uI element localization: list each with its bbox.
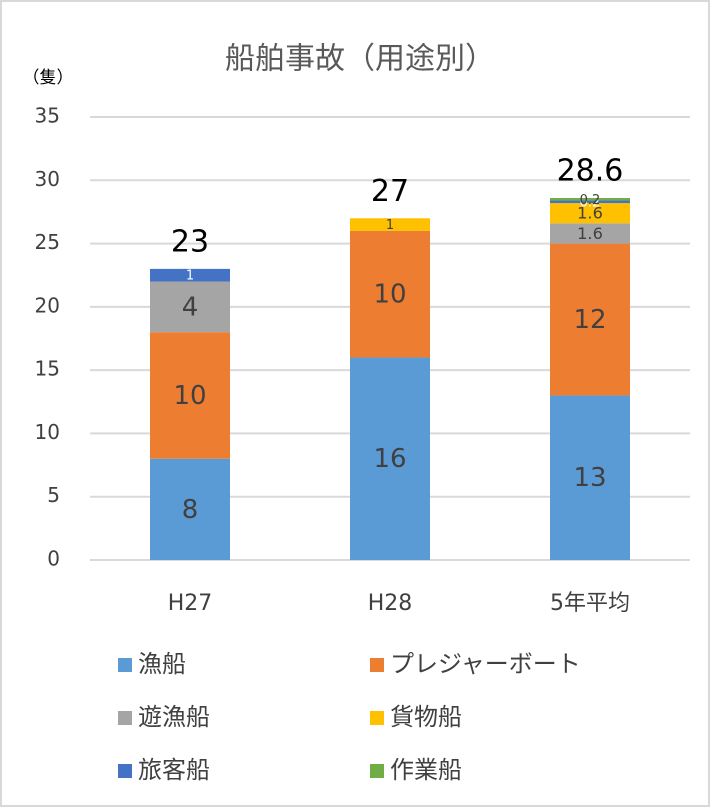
legend-swatch bbox=[118, 711, 132, 725]
total-label: 23 bbox=[171, 224, 209, 259]
legend-label: プレジャーボート bbox=[390, 650, 581, 678]
data-label: 1.6 bbox=[577, 224, 603, 243]
bar-segment bbox=[550, 198, 630, 201]
bar-segment bbox=[550, 200, 630, 204]
bar-segment bbox=[550, 203, 630, 224]
legend-label: 貨物船 bbox=[390, 703, 462, 731]
bar-segment bbox=[150, 458, 230, 560]
y-tick-label: 30 bbox=[35, 167, 60, 191]
bar-segment bbox=[350, 230, 430, 358]
x-tick-label: 5年平均 bbox=[550, 591, 630, 616]
y-tick-label: 25 bbox=[35, 230, 60, 254]
bar-segment bbox=[350, 218, 430, 231]
y-tick-label: 20 bbox=[35, 293, 60, 317]
data-label: 13 bbox=[573, 463, 606, 493]
legend-label: 漁船 bbox=[138, 650, 186, 678]
bar-segment bbox=[350, 357, 430, 560]
data-label: 16 bbox=[373, 444, 406, 474]
bar-segment bbox=[550, 243, 630, 396]
legend-label: 遊漁船 bbox=[138, 703, 210, 731]
data-label: 1 bbox=[186, 269, 194, 284]
legend-swatch bbox=[370, 711, 384, 725]
bar-segment bbox=[550, 395, 630, 560]
legend-swatch bbox=[118, 764, 132, 778]
y-tick-label: 15 bbox=[35, 357, 60, 381]
bar-segment bbox=[150, 268, 230, 282]
y-tick-label: 35 bbox=[35, 104, 60, 128]
legend-swatch bbox=[370, 658, 384, 672]
y-tick-label: 10 bbox=[35, 420, 60, 444]
data-label: 1 bbox=[386, 218, 394, 233]
data-label: 10 bbox=[173, 381, 206, 411]
data-label: 8 bbox=[182, 495, 199, 525]
chart-title: 船舶事故（用途別） bbox=[225, 42, 495, 77]
legend-label: 旅客船 bbox=[138, 756, 210, 784]
legend-label: 作業船 bbox=[390, 756, 462, 784]
x-tick-label: H28 bbox=[368, 591, 413, 616]
data-label: 4 bbox=[182, 292, 199, 322]
data-label: 12 bbox=[573, 305, 606, 335]
bar-segment bbox=[150, 281, 230, 333]
y-unit: （隻） bbox=[23, 68, 74, 88]
x-tick-label: H27 bbox=[168, 591, 213, 616]
bar-segment bbox=[550, 223, 630, 244]
data-label: 10 bbox=[373, 280, 406, 310]
data-label: 0.2 bbox=[580, 193, 601, 208]
legend-swatch bbox=[118, 658, 132, 672]
total-label: 27 bbox=[371, 174, 409, 209]
total-label: 28.6 bbox=[557, 154, 624, 189]
y-tick-label: 0 bbox=[47, 547, 60, 571]
legend-swatch bbox=[370, 764, 384, 778]
data-label: 1.6 bbox=[577, 204, 603, 223]
bar-segment bbox=[150, 332, 230, 459]
y-tick-label: 5 bbox=[47, 483, 60, 507]
